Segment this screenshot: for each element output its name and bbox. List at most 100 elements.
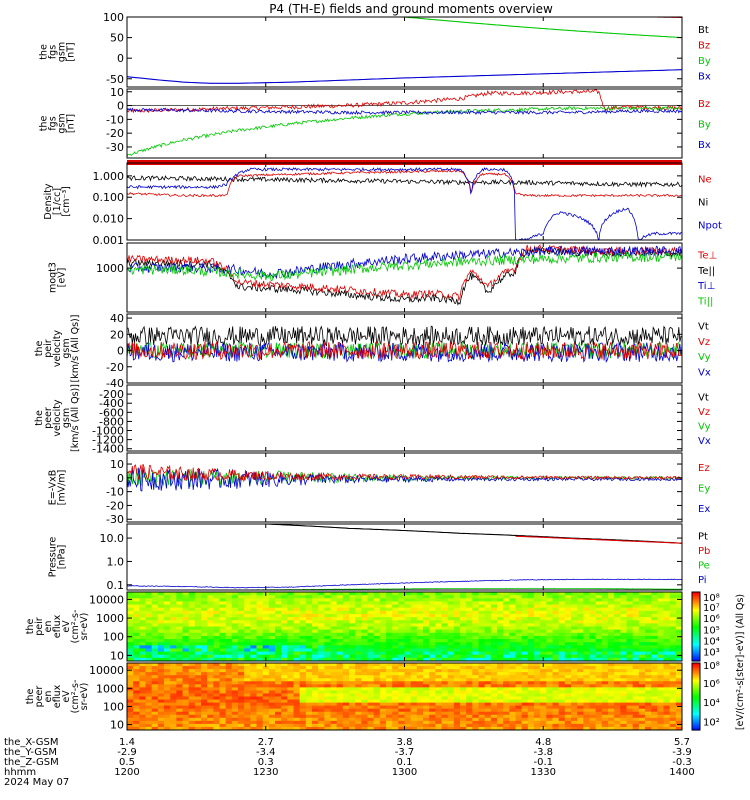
spectrogram-cell	[595, 705, 603, 710]
spectrogram-cell	[213, 678, 221, 682]
spectrogram-cell	[373, 714, 381, 719]
spectrogram-cell	[589, 601, 597, 606]
spectrogram-cell	[447, 672, 455, 676]
spectrogram-cell	[164, 604, 171, 609]
spectrogram-cell	[268, 607, 276, 612]
spectrogram-cell	[571, 672, 578, 676]
spectrogram-cell	[651, 632, 658, 637]
spectrogram-cell	[287, 610, 295, 615]
spectrogram-cell	[244, 675, 251, 679]
spectrogram-cell	[219, 604, 227, 609]
spectrogram-cell	[429, 610, 436, 615]
spectrogram-cell	[515, 654, 523, 659]
spectrogram-cell	[669, 678, 677, 682]
spectrogram-cell	[601, 717, 609, 722]
spectrogram-cell	[256, 723, 264, 728]
spectrogram-cell	[410, 592, 418, 596]
spectrogram-cell	[552, 672, 560, 676]
spectrogram-cell	[503, 684, 510, 688]
spectrogram-cell	[447, 717, 455, 722]
spectrogram-cell	[275, 672, 282, 676]
spectrogram-cell	[182, 687, 190, 692]
spectrogram-cell	[657, 708, 665, 713]
spectrogram-cell	[484, 678, 492, 682]
spectrogram-cell	[669, 623, 677, 628]
spectrogram-cell	[484, 623, 492, 628]
spectrogram-cell	[534, 651, 541, 656]
spectrogram-cell	[176, 610, 184, 615]
spectrogram-cell	[145, 720, 153, 725]
spectrogram-cell	[490, 629, 498, 634]
spectrogram-cell	[571, 632, 578, 637]
spectrogram-cell	[293, 666, 301, 670]
spectrogram-cell	[182, 666, 190, 670]
spectrogram-cell	[386, 720, 393, 725]
spectrogram-cell	[601, 639, 609, 643]
spectrogram-cell	[164, 693, 171, 698]
spectrogram-cell	[213, 726, 221, 730]
spectrogram-cell	[367, 645, 375, 650]
spectrogram-cell	[534, 711, 541, 716]
spectrogram-cell	[552, 613, 560, 618]
spectrogram-cell	[392, 623, 399, 628]
spectrogram-cell	[620, 645, 628, 650]
spectrogram-cell	[151, 629, 159, 634]
spectrogram-cell	[392, 675, 399, 679]
spectrogram-cell	[669, 607, 677, 612]
spectrogram-cell	[651, 726, 658, 730]
spectrogram-cell	[608, 657, 615, 661]
spectrogram-cell	[336, 648, 344, 653]
spectrogram-cell	[558, 705, 566, 710]
spectrogram-cell	[509, 711, 517, 716]
spectrogram-cell	[466, 672, 473, 676]
spectrogram-cell	[663, 610, 671, 615]
spectrogram-cell	[219, 705, 227, 710]
spectrogram-cell	[472, 639, 480, 643]
spectrogram-cell	[318, 654, 325, 659]
spectrogram-cell	[534, 696, 541, 701]
spectrogram-cell	[355, 601, 362, 606]
spectrogram-cell	[638, 604, 646, 609]
spectrogram-cell	[176, 723, 184, 728]
spectrogram-cell	[238, 595, 245, 599]
spectrogram-cell	[398, 666, 406, 670]
y-tick-label: -800	[99, 415, 124, 428]
spectrogram-cell	[262, 654, 270, 659]
spectrogram-cell	[626, 693, 634, 698]
spectrogram-cell	[231, 678, 239, 682]
colorbar-step	[692, 718, 700, 721]
spectrogram-cell	[164, 626, 171, 631]
spectrogram-cell	[293, 607, 301, 612]
spectrogram-cell	[170, 598, 177, 603]
spectrogram-cell	[361, 639, 369, 643]
spectrogram-cell	[614, 645, 621, 650]
spectrogram-cell	[626, 726, 634, 730]
spectrogram-cell	[675, 610, 682, 615]
y-axis-label: [1/cc]	[52, 188, 63, 215]
spectrogram-cell	[423, 601, 430, 606]
spectrogram-cell	[497, 672, 504, 676]
spectrogram-cell	[410, 648, 418, 653]
spectrogram-cell	[188, 623, 196, 628]
spectrogram-cell	[515, 645, 523, 650]
spectrogram-cell	[213, 714, 221, 719]
spectrogram-cell	[546, 648, 554, 653]
spectrogram-cell	[423, 607, 430, 612]
spectrogram-cell	[213, 663, 221, 667]
spectrogram-cell	[139, 714, 147, 719]
spectrogram-cell	[312, 651, 319, 656]
spectrogram-cell	[546, 717, 554, 722]
spectrogram-cell	[416, 687, 424, 692]
spectrogram-cell	[620, 720, 628, 725]
spectrogram-cell	[318, 720, 325, 725]
spectrogram-cell	[392, 645, 399, 650]
spectrogram-cell	[293, 651, 301, 656]
spectrogram-cell	[176, 690, 184, 695]
spectrogram-cell	[589, 639, 597, 643]
spectrogram-cell	[509, 610, 517, 615]
spectrogram-cell	[182, 632, 190, 637]
spectrogram-cell	[231, 648, 239, 653]
colorbar-step	[692, 592, 700, 595]
spectrogram-cell	[182, 604, 190, 609]
